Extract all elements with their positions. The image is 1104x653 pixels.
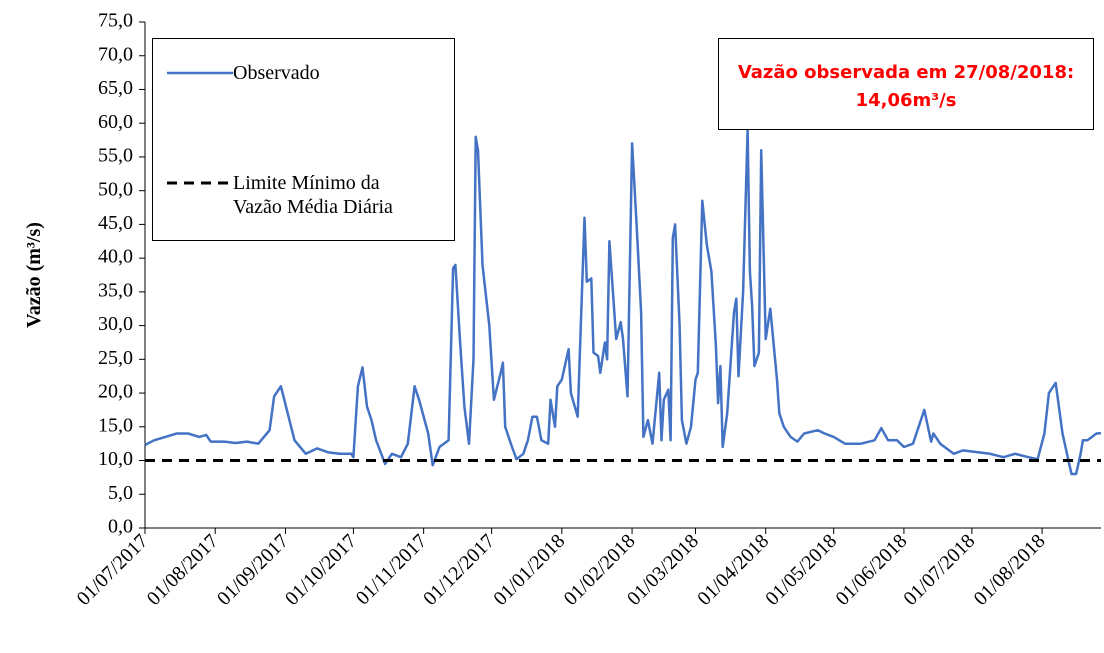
x-tick-label: 01/06/2018 (831, 530, 911, 610)
y-tick-label: 45,0 (98, 212, 133, 234)
y-tick-label: 30,0 (98, 313, 133, 335)
x-tick-label: 01/10/2017 (281, 530, 361, 610)
legend-item: Observado (163, 61, 433, 85)
y-tick-label: 25,0 (98, 347, 133, 369)
legend-label: Observado (233, 62, 320, 84)
x-tick-label: 01/08/2018 (970, 530, 1050, 610)
y-tick-label: 55,0 (98, 145, 133, 167)
y-tick-label: 20,0 (98, 381, 133, 403)
y-tick-label: 15,0 (98, 414, 133, 436)
y-tick-label: 60,0 (98, 111, 133, 133)
annotation-line: 14,06m³/s (855, 90, 957, 111)
x-tick-label: 01/07/2018 (899, 530, 979, 610)
y-tick-label: 70,0 (98, 43, 133, 65)
x-tick-label: 01/08/2017 (143, 530, 223, 610)
y-tick-label: 10,0 (98, 448, 133, 470)
series-line (144, 128, 1102, 476)
y-tick-label: 75,0 (98, 10, 133, 32)
legend-swatch (167, 181, 233, 185)
x-tick-label: 01/12/2017 (419, 530, 499, 610)
x-tick-label: 01/01/2018 (489, 530, 569, 610)
y-tick-label: 40,0 (98, 246, 133, 268)
annotation: Vazão observada em 27/08/2018: 14,06m³/s (718, 38, 1094, 130)
annotation-line: Vazão observada em 27/08/2018: (737, 62, 1075, 83)
x-tick-label: 01/05/2018 (761, 530, 841, 610)
legend-item: Limite Mínimo da Vazão Média Diária (163, 171, 433, 219)
legend-label: Limite Mínimo da Vazão Média Diária (233, 172, 393, 218)
y-tick-label: 0,0 (108, 516, 133, 538)
x-tick-label: 01/11/2017 (352, 530, 431, 609)
legend: Observado Limite Mínimo da Vazão Média Di… (152, 38, 455, 241)
y-tick-label: 50,0 (98, 178, 133, 200)
legend-swatch (167, 71, 233, 75)
y-tick-label: 65,0 (98, 77, 133, 99)
x-tick-label: 01/04/2018 (693, 530, 773, 610)
x-tick-label: 01/09/2017 (213, 530, 293, 610)
y-tick-label: 35,0 (98, 279, 133, 301)
y-axis-label: Vazão (m³/s) (23, 222, 45, 328)
y-tick-label: 5,0 (108, 482, 133, 504)
x-tick-label: 01/07/2017 (73, 530, 153, 610)
